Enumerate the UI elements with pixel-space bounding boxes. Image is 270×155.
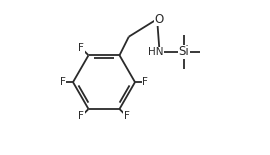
Text: F: F: [124, 111, 130, 121]
Text: HN: HN: [148, 47, 164, 57]
Text: F: F: [79, 43, 84, 53]
Text: Si: Si: [178, 45, 189, 58]
Text: F: F: [60, 77, 66, 87]
Text: F: F: [142, 77, 148, 87]
Text: O: O: [154, 13, 164, 26]
Text: F: F: [79, 111, 84, 121]
